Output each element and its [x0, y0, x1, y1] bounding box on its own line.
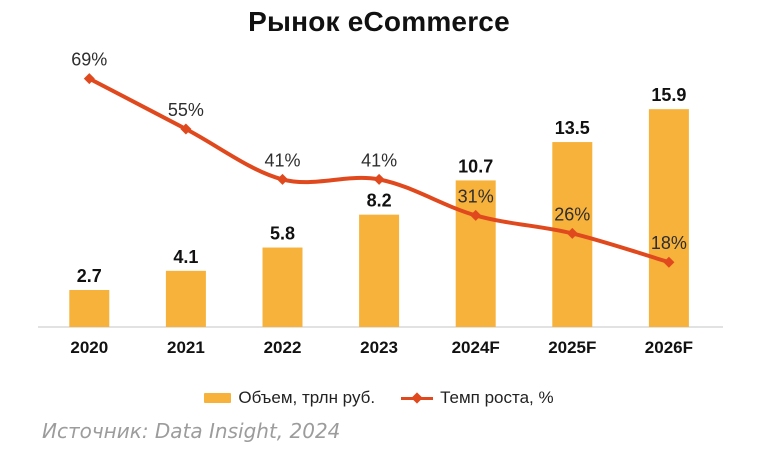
legend-label-growth: Темп роста, %	[440, 388, 554, 407]
growth-label-2025F: 26%	[554, 204, 590, 224]
line-marker-2024F	[470, 209, 482, 221]
x-axis-label-2020: 2020	[70, 338, 108, 357]
growth-label-2021: 55%	[168, 100, 204, 120]
line-marker-2026F	[663, 256, 675, 268]
line-marker-2022	[277, 173, 288, 185]
legend-label-volume: Объем, трлн руб.	[238, 388, 376, 407]
bar-2024F	[455, 180, 496, 327]
bar-value-label-2024F: 10.7	[458, 156, 493, 176]
bar-value-label-2021: 4.1	[173, 247, 198, 267]
bar-2021	[165, 270, 206, 327]
x-axis-label-2025F: 2025F	[548, 338, 596, 357]
line-series-swatch	[401, 392, 434, 404]
bar-value-label-2023: 8.2	[367, 191, 392, 211]
growth-label-2020: 69%	[71, 50, 107, 70]
legend-item-volume: Объем, трлн руб.	[204, 388, 375, 408]
bar-value-label-2022: 5.8	[270, 224, 295, 244]
growth-label-2023: 41%	[361, 150, 397, 170]
bar-value-label-2026F: 15.9	[651, 85, 686, 105]
bar-2022	[262, 247, 303, 327]
growth-label-2022: 41%	[264, 150, 300, 170]
chart-title: Рынок eCommerce	[248, 6, 510, 37]
bar-value-label-2025F: 13.5	[555, 118, 590, 138]
growth-label-2024F: 31%	[458, 186, 494, 206]
combo-chart: 2.7 2020 4.1 2021 5.8 2022 8.2 2023 10.7 2024F 13.…	[38, 50, 723, 357]
x-axis-label-2024F: 2024F	[452, 338, 500, 357]
source-note: Источник: Data Insight, 2024	[42, 419, 341, 443]
x-axis-label-2022: 2022	[264, 338, 302, 357]
bar-2020	[69, 290, 110, 327]
line-marker-2020	[83, 73, 95, 85]
line-marker-2021	[180, 123, 192, 135]
bar-2023	[359, 214, 400, 327]
line-marker-2023	[373, 173, 385, 185]
bar-series-swatch	[204, 393, 232, 403]
diamond-marker-icon	[411, 392, 423, 404]
x-axis-label-2023: 2023	[360, 338, 398, 357]
x-axis-label-2021: 2021	[167, 338, 205, 357]
chart-legend: Объем, трлн руб. Темп роста, %	[0, 388, 758, 408]
line-marker-2025F	[566, 227, 578, 239]
x-axis-label-2026F: 2026F	[645, 338, 693, 357]
growth-label-2026F: 18%	[651, 233, 687, 253]
legend-item-growth: Темп роста, %	[401, 388, 554, 408]
bar-2026F	[648, 109, 689, 327]
bar-value-label-2020: 2.7	[77, 266, 102, 286]
